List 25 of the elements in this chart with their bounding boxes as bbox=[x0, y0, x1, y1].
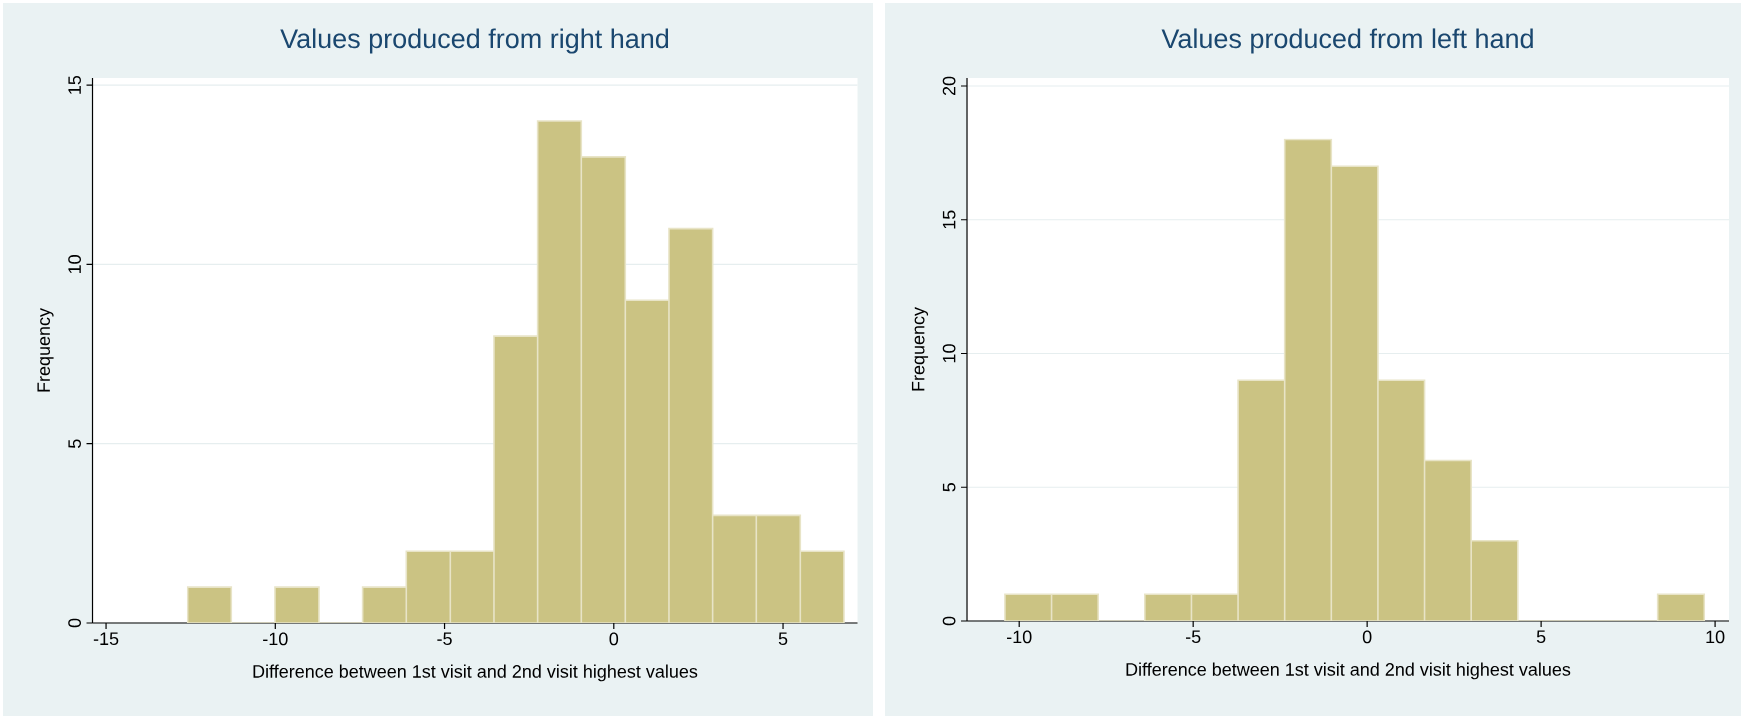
x-tick-label: 5 bbox=[1536, 630, 1546, 644]
x-tick-label: -10 bbox=[1007, 630, 1032, 644]
x-tick-label: -5 bbox=[437, 632, 452, 646]
y-tick-label: 5 bbox=[68, 439, 81, 448]
y-tick-label: 0 bbox=[942, 616, 956, 626]
y-tick-label: 5 bbox=[942, 482, 956, 492]
x-tick-label: 0 bbox=[1362, 630, 1372, 644]
y-tick-label: 0 bbox=[68, 618, 81, 628]
x-tick-label: 10 bbox=[1706, 630, 1725, 644]
x-tick-label: -5 bbox=[1185, 630, 1201, 644]
x-axis-title: Difference between 1st visit and 2nd visit highest values bbox=[1126, 662, 1571, 680]
x-tick-label: -15 bbox=[93, 632, 119, 646]
y-tick-label: 10 bbox=[942, 344, 956, 363]
y-tick-label: 20 bbox=[942, 76, 956, 96]
chart-title: Values produced from left hand bbox=[1161, 28, 1533, 54]
y-tick-label: 15 bbox=[68, 75, 81, 94]
y-tick-label: 15 bbox=[942, 210, 956, 229]
y-axis-title: Frequency bbox=[911, 307, 929, 391]
y-tick-label: 10 bbox=[68, 255, 81, 274]
x-axis-title: Difference between 1st visit and 2nd visit highest values bbox=[253, 664, 698, 682]
y-axis-title: Frequency bbox=[37, 308, 54, 392]
x-tick-label: -10 bbox=[263, 632, 288, 646]
x-tick-label: 5 bbox=[778, 632, 788, 646]
x-tick-label: 0 bbox=[609, 632, 619, 646]
chart-title: Values produced from right hand bbox=[280, 28, 669, 54]
